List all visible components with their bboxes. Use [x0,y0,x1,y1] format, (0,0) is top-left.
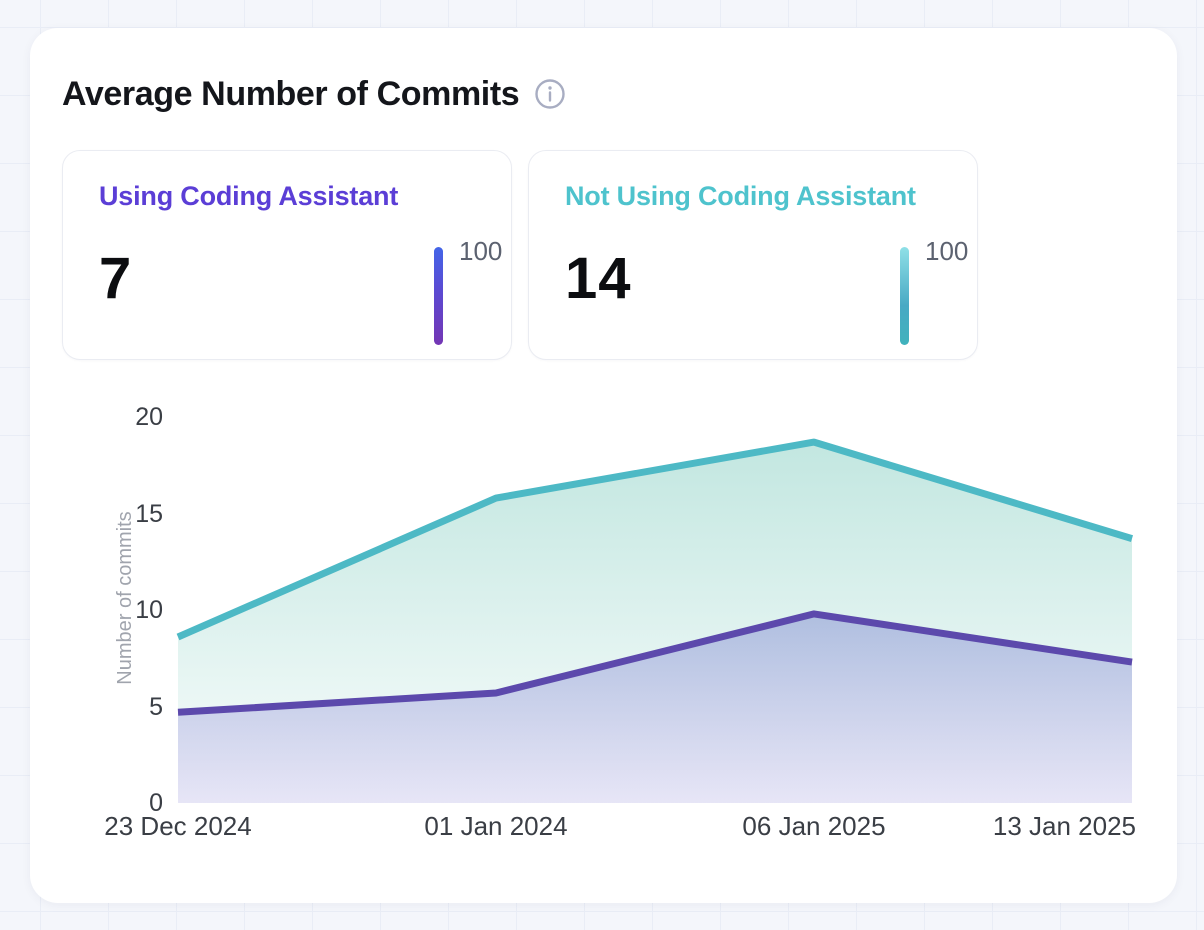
x-axis-label: 23 Dec 2024 [104,811,252,841]
info-icon-glyph [535,79,565,109]
y-tick-label: 20 [135,403,163,431]
stat-label: Using Coding Assistant [99,181,399,211]
x-axis-label: 06 Jan 2025 [742,811,886,841]
area-using-coding-assistant [178,613,1132,803]
stat-label: Not Using Coding Assistant [565,181,916,211]
stat-card-not-using-assistant: Not Using Coding Assistant 14 100 [528,150,978,360]
scale-max-label: 100 [925,236,969,266]
gradient-scale-bar [434,247,443,345]
y-tick-label: 10 [135,596,163,624]
x-axis-label: 13 Jan 2025 [992,811,1136,841]
line-using-coding-assistant [177,610,1133,716]
line-not-using-coding-assistant [176,438,1134,641]
y-tick-label: 15 [135,499,163,528]
y-tick-label: 5 [149,692,163,721]
stat-value: 7 [99,246,133,311]
y-tick-label: 0 [149,789,163,817]
stat-value: 14 [565,246,632,311]
page-title: Average Number of Commits [62,75,520,113]
info-icon[interactable] [534,78,566,110]
stat-card-using-assistant: Using Coding Assistant 7 100 [62,150,512,360]
gradient-scale-bar [900,247,909,345]
panel-header: Average Number of Commits [62,74,566,114]
average-commits-panel: Average Number of Commits Using Coding A… [30,28,1177,903]
x-axis-label: 01 Jan 2024 [424,811,568,841]
scale-max-label: 100 [459,236,503,266]
commits-area-chart[interactable] [176,417,1134,803]
